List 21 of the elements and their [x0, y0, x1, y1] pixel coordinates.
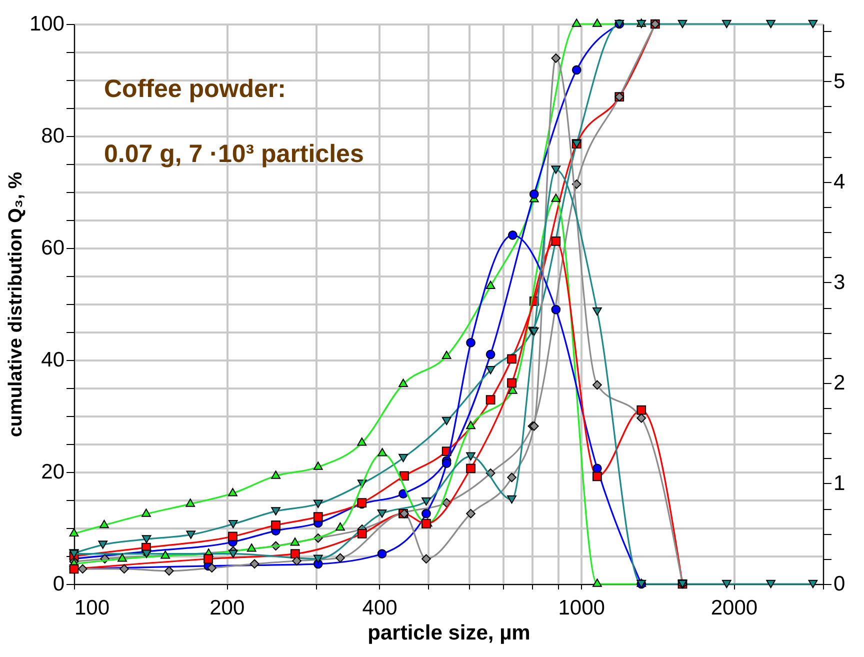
y2-tick-label: 3: [834, 270, 846, 294]
y-axis-title: cumulative distribution Q₃, %: [5, 172, 26, 438]
x-tick-label: 1000: [558, 596, 605, 620]
x-tick-label: 400: [362, 596, 398, 620]
y-tick-label: 60: [41, 236, 64, 260]
y-tick-label: 80: [41, 124, 64, 148]
y2-tick-label: 4: [834, 170, 846, 194]
y2-tick-label: 0: [834, 572, 846, 596]
x-tick-label: 100: [74, 596, 110, 620]
y2-tick-label: 1: [834, 472, 846, 495]
x-tick-label: 2000: [710, 596, 758, 620]
y-tick-label: 0: [52, 572, 64, 596]
x-tick-label: 200: [210, 596, 245, 620]
annotation: Coffee powder:: [104, 75, 286, 103]
y2-tick-label: 2: [834, 371, 846, 394]
annotation: 0.07 g, 7 ·10³ particles: [104, 140, 364, 168]
y-tick-label: 40: [41, 348, 64, 372]
y-tick-label: 20: [41, 460, 64, 484]
y-tick-label: 100: [29, 12, 64, 36]
y2-tick-label: 5: [834, 70, 846, 93]
x-axis-title: particle size, µm: [368, 622, 530, 644]
